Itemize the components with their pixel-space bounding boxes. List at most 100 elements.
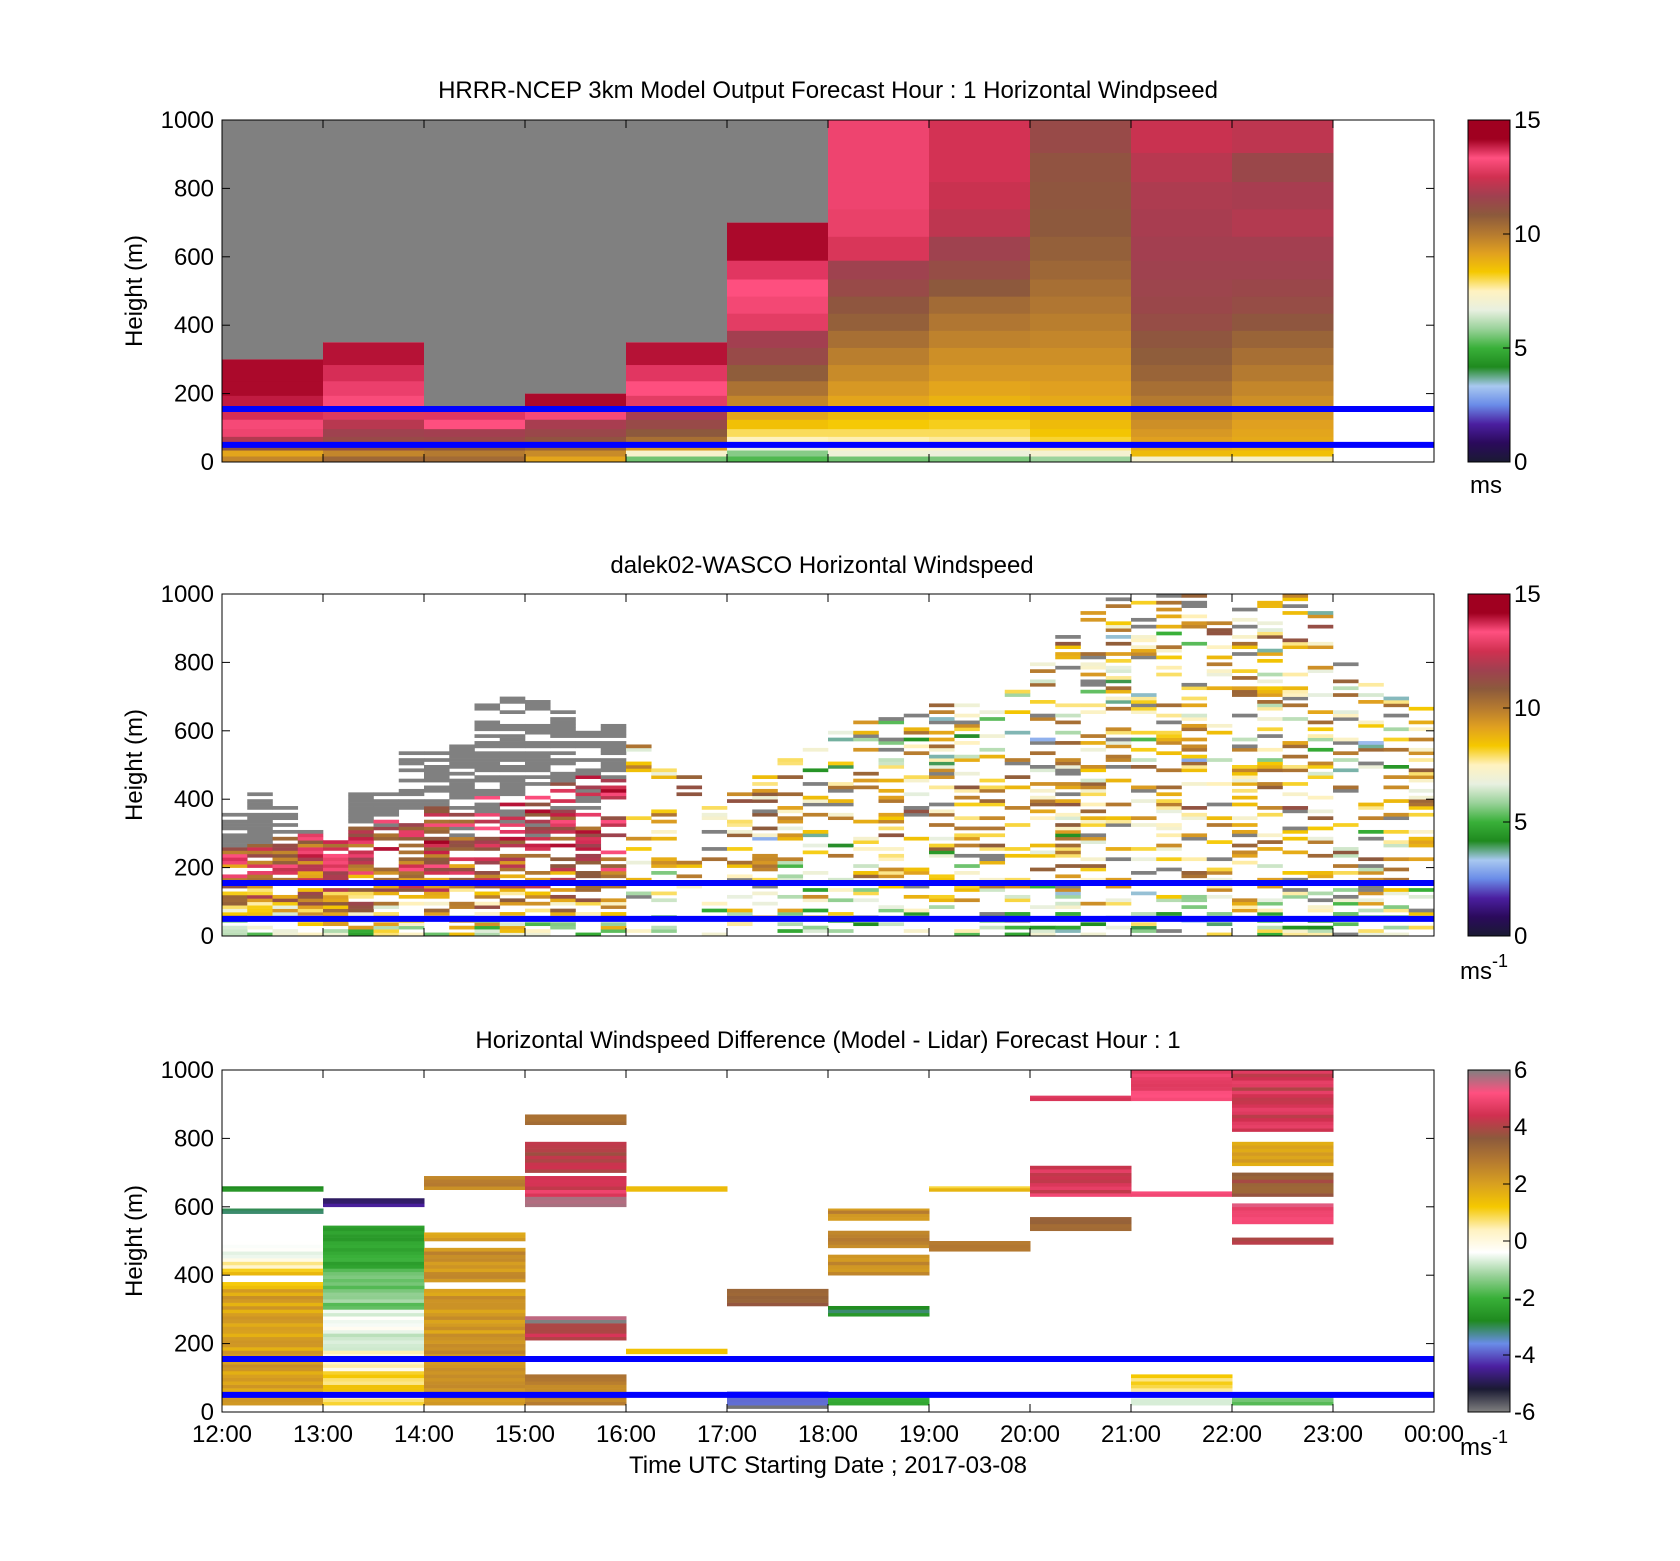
lidar-cell xyxy=(1408,775,1434,779)
heatmap-cell xyxy=(929,395,1031,409)
lidar-cell xyxy=(499,782,526,786)
lidar-cell xyxy=(348,867,374,872)
heatmap-cell xyxy=(727,364,829,382)
lidar-cell xyxy=(1105,819,1132,824)
difference-cell xyxy=(1030,1193,1132,1197)
lidar-cell xyxy=(701,908,728,913)
lidar-cell xyxy=(222,812,248,817)
y-tick-label: 1000 xyxy=(161,1057,214,1084)
difference-cell xyxy=(323,1268,425,1273)
colorbar-tick-label: 5 xyxy=(1514,809,1527,836)
difference-cell xyxy=(525,1145,627,1149)
lidar-cell xyxy=(626,836,652,841)
difference-cell xyxy=(1030,1186,1132,1190)
lidar-cell xyxy=(499,836,526,841)
lidar-cell xyxy=(853,840,879,844)
lidar-cell xyxy=(525,700,551,704)
lidar-cell xyxy=(903,806,930,810)
lidar-cell xyxy=(1105,686,1132,691)
heatmap-cell xyxy=(727,395,829,409)
lidar-cell xyxy=(1282,765,1309,769)
lidar-cell xyxy=(373,867,400,872)
lidar-cell xyxy=(424,877,450,882)
lidar-cell xyxy=(1206,662,1233,667)
y-tick-label: 800 xyxy=(174,649,214,676)
lidar-cell xyxy=(575,871,602,875)
lidar-cell xyxy=(272,864,299,868)
lidar-cell xyxy=(272,853,299,858)
lidar-cell xyxy=(1232,816,1258,821)
lidar-cell xyxy=(1408,747,1434,752)
difference-cell xyxy=(1030,1169,1132,1173)
no-data-cell xyxy=(727,120,829,223)
lidar-cell xyxy=(1105,700,1132,704)
lidar-cell xyxy=(575,730,602,735)
lidar-cell xyxy=(398,888,425,892)
difference-cell xyxy=(525,1148,627,1153)
lidar-cell xyxy=(222,836,248,841)
difference-cell xyxy=(1232,1220,1334,1225)
heatmap-cell xyxy=(727,260,829,280)
difference-cell xyxy=(525,1121,627,1126)
lidar-cell xyxy=(323,908,349,913)
lidar-cell xyxy=(449,867,475,872)
lidar-cell xyxy=(727,792,753,797)
lidar-cell xyxy=(752,812,778,817)
lidar-cell xyxy=(979,747,1006,752)
lidar-cell xyxy=(1307,734,1334,738)
lidar-cell xyxy=(777,833,804,838)
difference-cell xyxy=(1131,1401,1233,1406)
heatmap-cell xyxy=(1131,428,1233,437)
lidar-cell xyxy=(1105,628,1132,632)
lidar-cell xyxy=(878,717,905,721)
lidar-cell xyxy=(499,829,526,834)
lidar-cell xyxy=(499,778,526,783)
lidar-cell xyxy=(474,932,501,936)
lidar-cell xyxy=(1206,628,1233,632)
lidar-cell xyxy=(1257,806,1283,810)
lidar-cell xyxy=(878,833,905,838)
heatmap-cell xyxy=(929,408,1031,420)
difference-cell xyxy=(222,1247,324,1252)
difference-cell xyxy=(929,1247,1031,1252)
heatmap-cell xyxy=(222,380,324,396)
lidar-cell xyxy=(701,812,728,817)
lidar-cell xyxy=(954,871,980,875)
lidar-cell xyxy=(1206,871,1233,875)
lidar-cell xyxy=(1131,737,1157,742)
lidar-cell xyxy=(449,843,475,848)
lidar-cell xyxy=(1232,686,1258,691)
lidar-cell xyxy=(272,860,299,865)
lidar-cell xyxy=(373,871,400,875)
difference-cell xyxy=(222,1343,324,1348)
y-tick-label: 600 xyxy=(174,244,214,271)
lidar-cell xyxy=(449,785,475,790)
difference-cell xyxy=(1232,1176,1334,1180)
lidar-cell xyxy=(1105,689,1132,694)
lidar-cell xyxy=(424,867,450,872)
lidar-cell xyxy=(1232,765,1258,769)
lidar-cell xyxy=(1030,700,1056,704)
lidar-cell xyxy=(550,843,576,848)
lidar-cell xyxy=(1333,850,1359,855)
x-tick-label: 14:00 xyxy=(394,1421,454,1448)
lidar-cell xyxy=(1333,898,1359,903)
lidar-cell xyxy=(550,744,576,749)
lidar-cell xyxy=(1156,857,1182,862)
lidar-cell xyxy=(449,864,475,868)
x-tick-label: 22:00 xyxy=(1202,1421,1262,1448)
difference-cell xyxy=(525,1117,627,1122)
y-tick-label: 1000 xyxy=(161,107,214,134)
heatmap-cell xyxy=(828,296,930,314)
lidar-cell xyxy=(222,905,248,909)
lidar-cell xyxy=(525,922,551,927)
y-tick-label: 800 xyxy=(174,175,214,202)
lidar-cell xyxy=(449,761,475,766)
lidar-cell xyxy=(398,751,425,756)
lidar-cell xyxy=(398,874,425,879)
lidar-cell xyxy=(1232,669,1258,673)
lidar-cell xyxy=(752,792,778,797)
lidar-cell xyxy=(802,843,829,848)
heatmap-cell xyxy=(1030,347,1132,366)
lidar-cell xyxy=(828,765,854,769)
